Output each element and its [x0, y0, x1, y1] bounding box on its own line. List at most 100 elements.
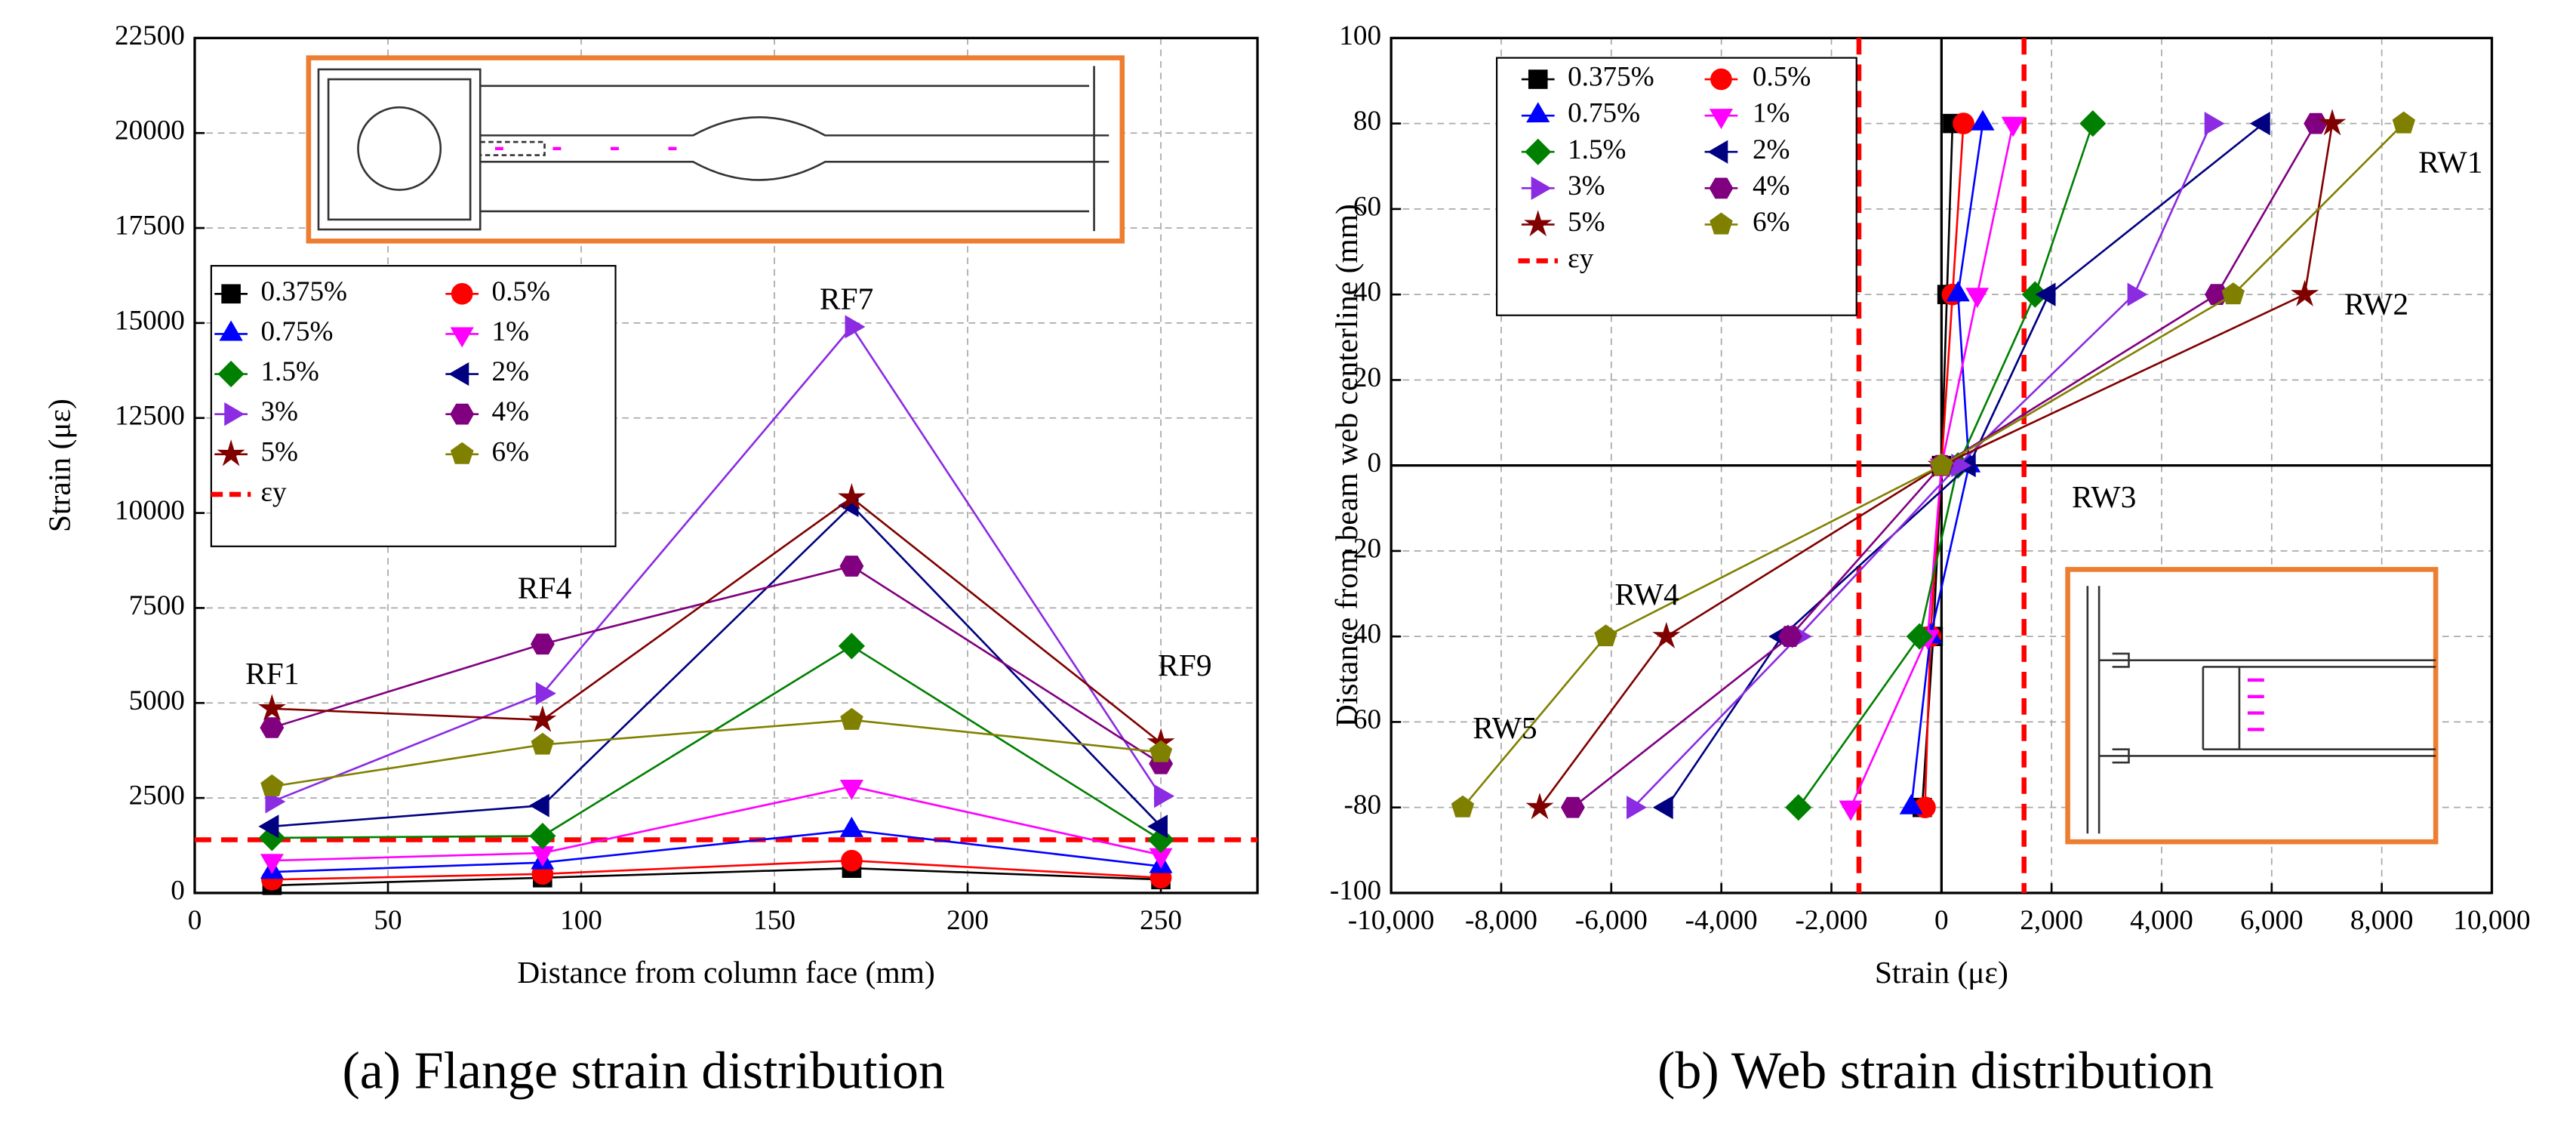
legend-label: 3%: [1568, 171, 1605, 202]
x-tick-label: 250: [1140, 905, 1182, 936]
legend-label: 3%: [260, 396, 298, 427]
y-tick-label: 20: [1353, 362, 1381, 393]
marker: [450, 442, 474, 464]
marker: [1839, 800, 1863, 821]
marker: [260, 717, 285, 738]
y-tick-label: 80: [1353, 106, 1381, 137]
y-axis-label: Strain (με): [42, 399, 78, 532]
marker: [2079, 110, 2107, 137]
marker: [257, 694, 286, 721]
marker: [528, 705, 557, 732]
marker: [1710, 68, 1732, 91]
marker: [2291, 279, 2319, 306]
x-tick-label: 6,000: [2240, 905, 2304, 936]
marker: [451, 282, 473, 305]
marker: [1627, 796, 1647, 820]
marker: [2221, 282, 2245, 305]
x-tick-label: -2,000: [1795, 905, 1867, 936]
x-tick-label: 2,000: [2020, 905, 2083, 936]
caption: (a) Flange strain distribution: [342, 1042, 944, 1101]
marker: [1531, 176, 1552, 200]
y-tick-label: -60: [1344, 704, 1382, 735]
x-tick-label: 50: [374, 905, 402, 936]
marker: [529, 822, 556, 850]
y-tick-label: 5000: [129, 685, 185, 716]
marker: [841, 849, 863, 872]
y-tick-label: 12500: [115, 400, 185, 431]
marker: [839, 556, 864, 577]
annotation: RW3: [2072, 479, 2136, 514]
legend-label: 0.375%: [1568, 62, 1654, 93]
marker: [217, 439, 245, 466]
plot-frame: [193, 36, 1259, 894]
marker: [1528, 69, 1548, 89]
legend-label: 5%: [260, 436, 298, 467]
marker: [1147, 814, 1168, 839]
marker: [528, 793, 549, 817]
marker: [839, 780, 864, 800]
inset-web: [2065, 567, 2439, 845]
plot-frame: [1390, 36, 2494, 894]
marker: [1652, 796, 1673, 820]
marker: [1525, 793, 1554, 820]
annotation: RF7: [820, 282, 874, 316]
marker: [1560, 796, 1585, 818]
marker: [2021, 281, 2048, 308]
marker: [1899, 793, 1923, 814]
legend-label: εy: [1568, 243, 1594, 274]
legend-label: εy: [260, 476, 287, 507]
marker: [1709, 177, 1734, 199]
marker: [1149, 740, 1173, 762]
marker: [221, 284, 241, 304]
legend-label: 5%: [1568, 207, 1605, 238]
annotation: RF4: [518, 570, 572, 605]
x-tick-label: 150: [753, 905, 796, 936]
marker: [1526, 102, 1550, 123]
legend-label: 0.5%: [1753, 62, 1811, 93]
marker: [1451, 795, 1475, 817]
series-line: [271, 325, 1162, 803]
series-line: [272, 785, 1162, 862]
marker: [838, 633, 866, 660]
y-tick-label: -80: [1344, 790, 1382, 821]
marker: [1709, 109, 1734, 130]
y-tick-label: -40: [1344, 619, 1382, 650]
x-tick-label: 4,000: [2130, 905, 2193, 936]
marker: [1785, 794, 1812, 821]
legend-label: 6%: [1753, 207, 1790, 238]
marker: [1594, 624, 1617, 647]
marker: [450, 403, 475, 425]
legend-box: [210, 265, 617, 547]
series-line: [272, 645, 1162, 841]
legend-label: 0.5%: [492, 276, 550, 307]
series-line: [271, 565, 1162, 765]
marker: [1524, 210, 1553, 237]
x-axis-label: Strain (με): [1875, 955, 2008, 990]
marker: [1652, 621, 1681, 648]
caption: (b) Web strain distribution: [1657, 1042, 2214, 1101]
legend-label: 4%: [492, 396, 530, 427]
legend-label: 0.375%: [260, 276, 347, 307]
marker: [531, 732, 554, 755]
marker: [2035, 282, 2056, 306]
marker: [1906, 623, 1933, 650]
marker: [840, 707, 863, 730]
marker: [1707, 140, 1728, 164]
x-tick-label: -4,000: [1685, 905, 1758, 936]
marker: [260, 774, 284, 796]
x-tick-label: -6,000: [1575, 905, 1648, 936]
legend-label: 0.75%: [1568, 98, 1640, 129]
x-tick-label: 8,000: [2350, 905, 2414, 936]
marker: [224, 402, 245, 426]
marker: [219, 320, 243, 341]
legend-label: 2%: [1753, 134, 1790, 165]
marker: [217, 360, 245, 388]
annotation: RF1: [245, 656, 300, 691]
series-line: [272, 496, 1162, 744]
marker: [2001, 116, 2025, 137]
x-tick-label: 0: [188, 905, 202, 936]
marker: [1971, 109, 1995, 131]
y-tick-label: 20000: [115, 115, 185, 146]
marker: [839, 816, 864, 837]
legend-label: 1%: [492, 316, 530, 347]
